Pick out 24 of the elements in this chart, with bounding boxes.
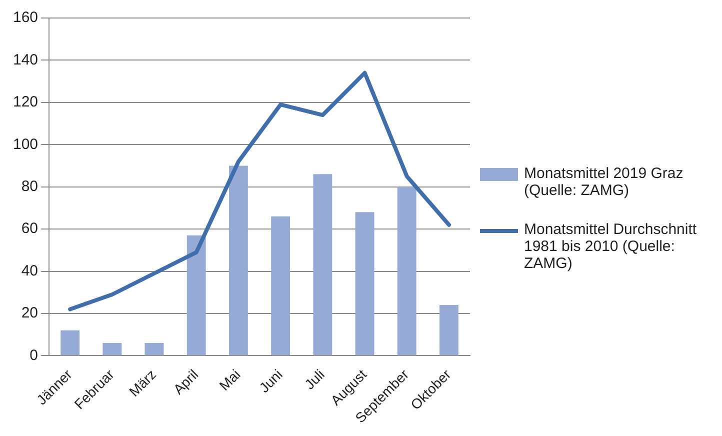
- bar: [102, 343, 122, 356]
- y-tick-label: 160: [12, 9, 38, 26]
- x-tick-label: Mai: [216, 366, 244, 394]
- x-tick-label: Juli: [301, 366, 328, 392]
- x-tick-label: Juni: [256, 366, 286, 396]
- bar: [228, 166, 248, 356]
- y-tick-label: 140: [12, 51, 38, 68]
- y-tick-label: 20: [21, 304, 38, 322]
- bar: [60, 330, 80, 356]
- y-tick-label: 0: [30, 346, 38, 364]
- bar: [271, 216, 290, 356]
- y-tick-label: 40: [21, 262, 38, 280]
- bar: [439, 305, 458, 356]
- bar: [186, 235, 206, 356]
- bar: [355, 212, 374, 356]
- y-tick-label: 80: [21, 178, 38, 195]
- bar: [144, 343, 164, 356]
- bar: [313, 174, 332, 356]
- y-tick-label: 100: [12, 136, 38, 153]
- y-tick-label: 60: [21, 220, 38, 238]
- y-tick-label: 120: [12, 94, 38, 111]
- legend-label: Monatsmittel 2019 Graz (Quelle: ZAMG): [524, 164, 684, 198]
- bar: [397, 186, 416, 356]
- legend-label: Monatsmittel Durchschnitt 1981 bis 2010 (Quelle: ZAMG): [524, 220, 698, 272]
